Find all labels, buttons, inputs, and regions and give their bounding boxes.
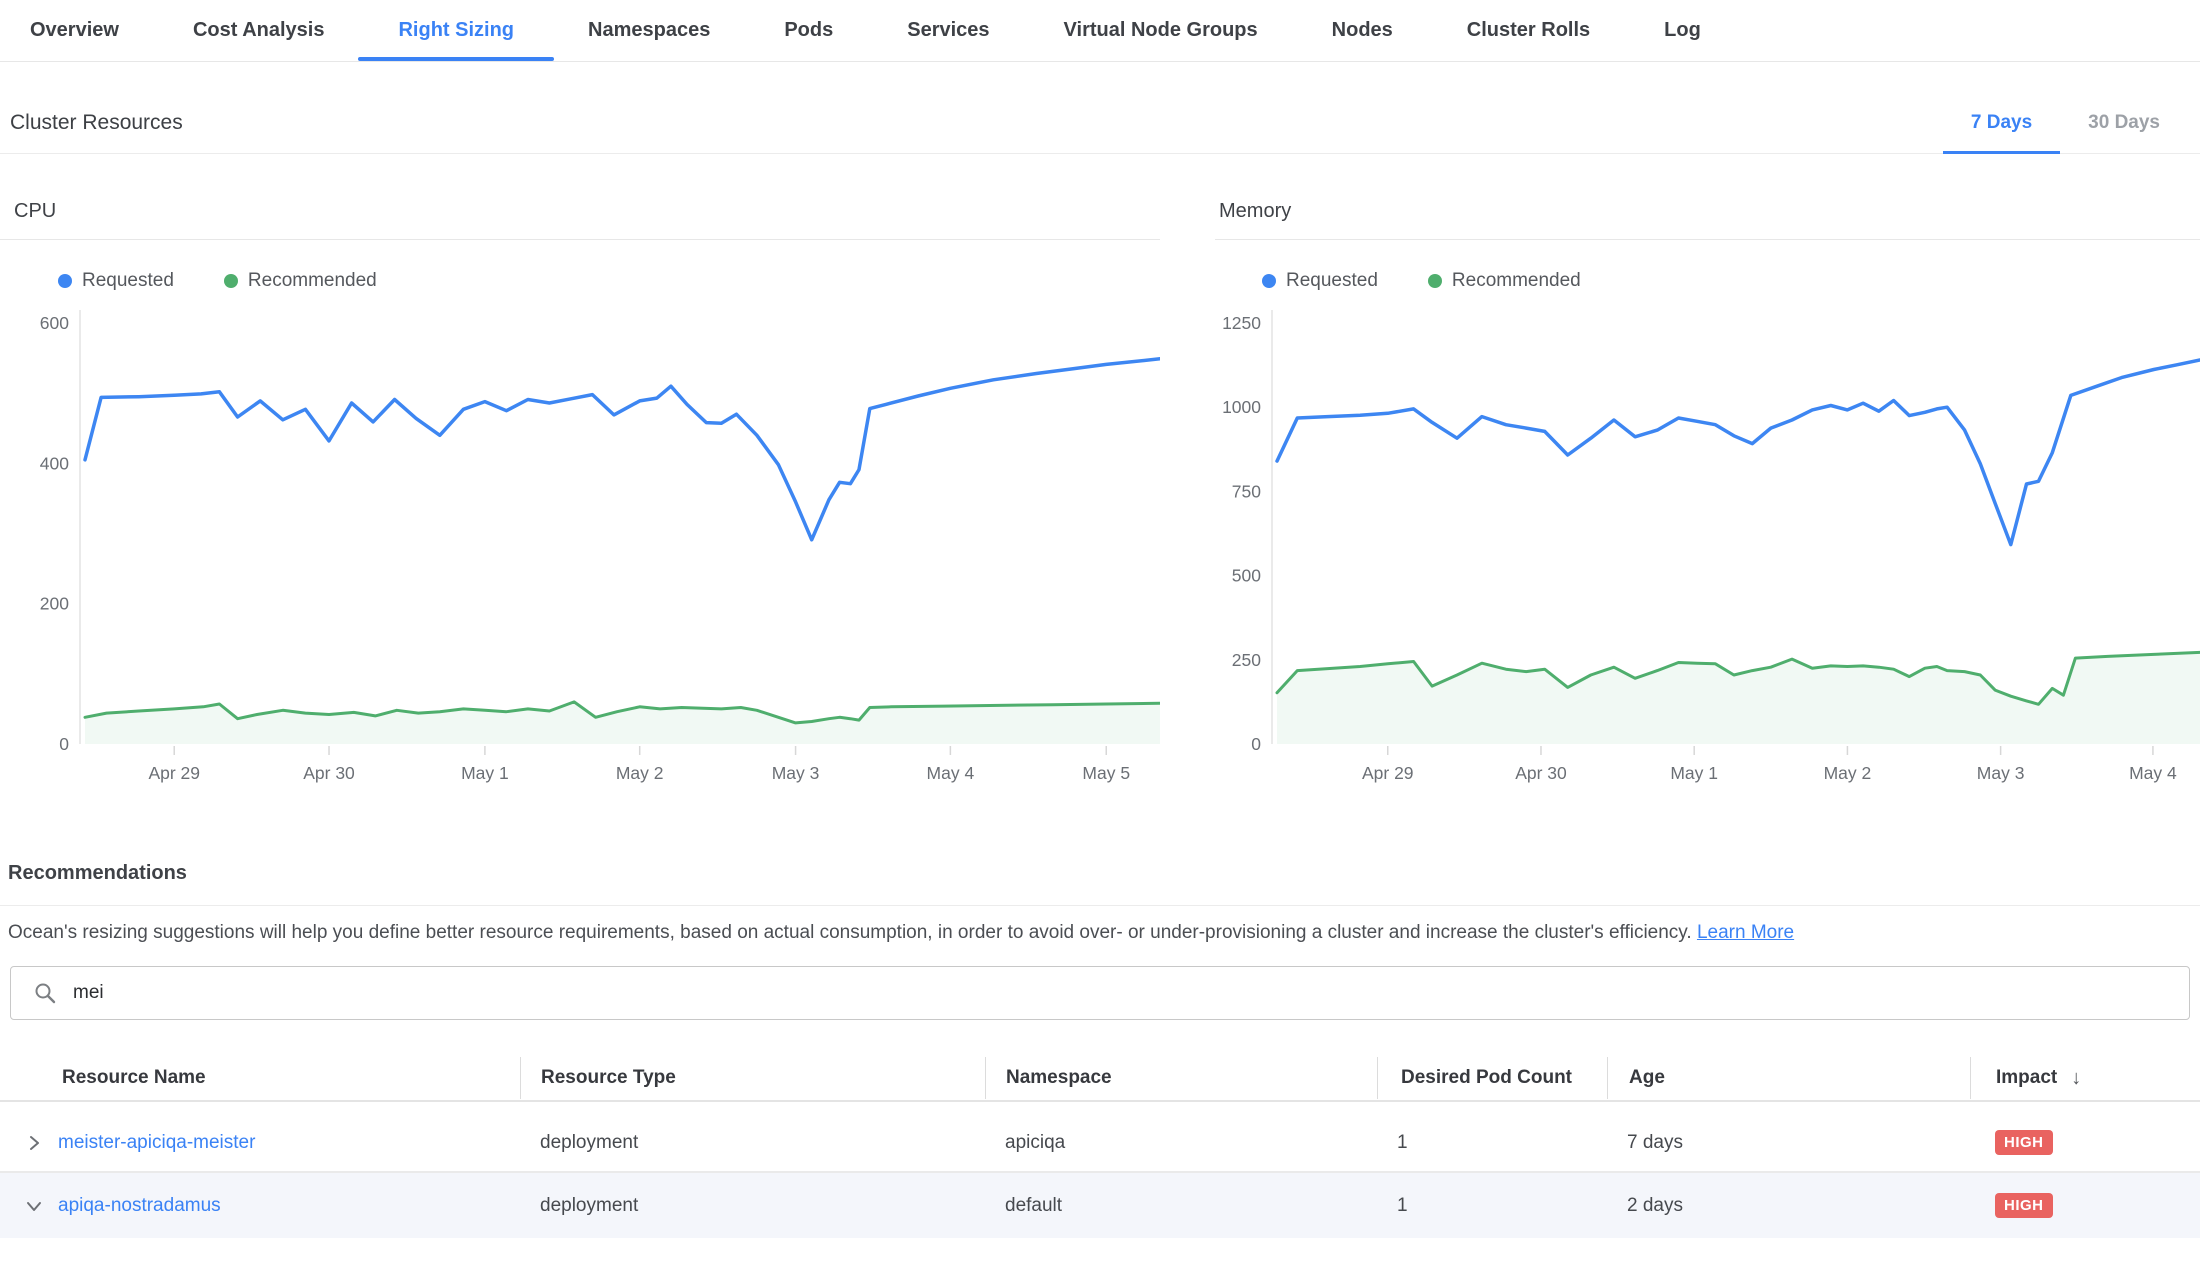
recommendations-table: Resource Name Resource Type Namespace De…	[0, 1056, 2200, 1238]
svg-text:May 1: May 1	[1670, 763, 1718, 783]
legend-label: Requested	[82, 270, 174, 292]
resource-search	[10, 966, 2190, 1020]
svg-text:May 4: May 4	[927, 763, 975, 783]
charts-row: CPU Requested Recommended 600 400 200 0 Apr …	[0, 200, 2200, 786]
tab-nodes[interactable]: Nodes	[1332, 0, 1393, 61]
header-impact[interactable]: Impact ↓	[1970, 1057, 2200, 1099]
chart-panel-cpu: CPU Requested Recommended 600 400 200 0 Apr …	[0, 200, 1160, 786]
period-toggle: 7 Days 30 Days	[1943, 92, 2188, 153]
legend-item-requested: Requested	[1262, 270, 1378, 292]
svg-text:May 3: May 3	[1977, 763, 2025, 783]
legend-label: Recommended	[248, 270, 377, 292]
recommendations-title: Recommendations	[0, 862, 2200, 906]
cpu-chart-title: CPU	[0, 200, 1160, 240]
requested-legend-dot	[1262, 274, 1276, 288]
svg-text:May 2: May 2	[1824, 763, 1872, 783]
cpu-legend: Requested Recommended	[58, 270, 1160, 292]
tab-log[interactable]: Log	[1664, 0, 1701, 61]
svg-text:750: 750	[1232, 481, 1261, 501]
svg-text:Apr 30: Apr 30	[303, 763, 355, 783]
table-header: Resource Name Resource Type Namespace De…	[0, 1056, 2200, 1102]
cell-namespace: apiciqa	[985, 1132, 1377, 1154]
svg-text:May 3: May 3	[772, 763, 820, 783]
chevron-right-icon[interactable]	[24, 1133, 44, 1153]
svg-text:Apr 29: Apr 29	[1362, 763, 1414, 783]
header-resource-name[interactable]: Resource Name	[0, 1057, 520, 1099]
recommendations-section: Recommendations Ocean's resizing suggest…	[0, 862, 2200, 944]
svg-text:200: 200	[40, 594, 69, 614]
tab-namespaces[interactable]: Namespaces	[588, 0, 710, 61]
header-desired-pod-count[interactable]: Desired Pod Count	[1377, 1057, 1607, 1099]
tab-cluster-rolls[interactable]: Cluster Rolls	[1467, 0, 1590, 61]
legend-label: Requested	[1286, 270, 1378, 292]
search-icon	[33, 981, 57, 1005]
svg-text:1250: 1250	[1222, 313, 1261, 333]
tab-pods[interactable]: Pods	[784, 0, 833, 61]
cell-resource-type: deployment	[520, 1195, 985, 1217]
table-row[interactable]: meister-apiciqa-meister deployment apici…	[0, 1114, 2200, 1171]
learn-more-link[interactable]: Learn More	[1697, 922, 1794, 943]
search-input[interactable]	[73, 982, 2189, 1004]
svg-text:1000: 1000	[1222, 397, 1261, 417]
period-tab-7-days[interactable]: 7 Days	[1943, 92, 2060, 153]
impact-badge: HIGH	[1995, 1193, 2053, 1218]
recommended-legend-dot	[224, 274, 238, 288]
tab-right-sizing[interactable]: Right Sizing	[398, 0, 514, 61]
legend-item-recommended: Recommended	[1428, 270, 1581, 292]
top-tab-bar: Overview Cost Analysis Right Sizing Name…	[0, 0, 2200, 62]
cell-age: 2 days	[1607, 1195, 1970, 1217]
svg-text:May 1: May 1	[461, 763, 509, 783]
cluster-resources-header: Cluster Resources 7 Days 30 Days	[0, 92, 2200, 154]
recommendations-description: Ocean's resizing suggestions will help y…	[8, 922, 2200, 944]
svg-text:Apr 29: Apr 29	[148, 763, 200, 783]
recommended-legend-dot	[1428, 274, 1442, 288]
svg-text:600: 600	[40, 313, 69, 333]
cell-age: 7 days	[1607, 1132, 1970, 1154]
svg-text:May 5: May 5	[1082, 763, 1130, 783]
cpu-chart: 600 400 200 0 Apr 29 Apr 30 May 1 May 2 May 3 May…	[0, 308, 1160, 786]
svg-text:Apr 30: Apr 30	[1515, 763, 1567, 783]
svg-text:250: 250	[1232, 650, 1261, 670]
header-resource-type[interactable]: Resource Type	[520, 1057, 985, 1099]
cell-desired-pod-count: 1	[1377, 1132, 1607, 1154]
svg-text:500: 500	[1232, 566, 1261, 586]
tab-services[interactable]: Services	[907, 0, 989, 61]
header-namespace[interactable]: Namespace	[985, 1057, 1377, 1099]
tab-cost-analysis[interactable]: Cost Analysis	[193, 0, 325, 61]
table-body: meister-apiciqa-meister deployment apici…	[0, 1114, 2200, 1238]
period-tab-30-days[interactable]: 30 Days	[2060, 92, 2188, 153]
sort-desc-icon[interactable]: ↓	[2071, 1067, 2081, 1090]
svg-text:400: 400	[40, 453, 69, 473]
cell-resource-type: deployment	[520, 1132, 985, 1154]
table-row[interactable]: apiqa-nostradamus deployment default 1 2…	[0, 1171, 2200, 1238]
resource-name-link[interactable]: apiqa-nostradamus	[58, 1195, 221, 1217]
requested-legend-dot	[58, 274, 72, 288]
legend-label: Recommended	[1452, 270, 1581, 292]
memory-legend: Requested Recommended	[1262, 270, 2200, 292]
header-age[interactable]: Age	[1607, 1057, 1970, 1099]
chart-panel-memory: Memory Requested Recommended 1250 1000 750…	[1215, 200, 2200, 786]
section-title: Cluster Resources	[10, 111, 183, 135]
svg-text:0: 0	[1251, 734, 1261, 754]
svg-text:May 4: May 4	[2129, 763, 2177, 783]
legend-item-requested: Requested	[58, 270, 174, 292]
legend-item-recommended: Recommended	[224, 270, 377, 292]
tab-virtual-node-groups[interactable]: Virtual Node Groups	[1064, 0, 1258, 61]
header-impact-label: Impact	[1996, 1067, 2057, 1089]
svg-text:May 2: May 2	[616, 763, 664, 783]
recommendations-text: Ocean's resizing suggestions will help y…	[8, 922, 1692, 943]
svg-text:0: 0	[59, 734, 69, 754]
cell-desired-pod-count: 1	[1377, 1195, 1607, 1217]
impact-badge: HIGH	[1995, 1130, 2053, 1155]
chevron-down-icon[interactable]	[24, 1196, 44, 1216]
cell-namespace: default	[985, 1195, 1377, 1217]
tab-overview[interactable]: Overview	[30, 0, 119, 61]
resource-name-link[interactable]: meister-apiciqa-meister	[58, 1132, 255, 1154]
memory-chart-title: Memory	[1215, 200, 2200, 240]
memory-chart: 1250 1000 750 500 250 0 Apr 29 Apr 30 May 1 May 2…	[1215, 308, 2200, 786]
